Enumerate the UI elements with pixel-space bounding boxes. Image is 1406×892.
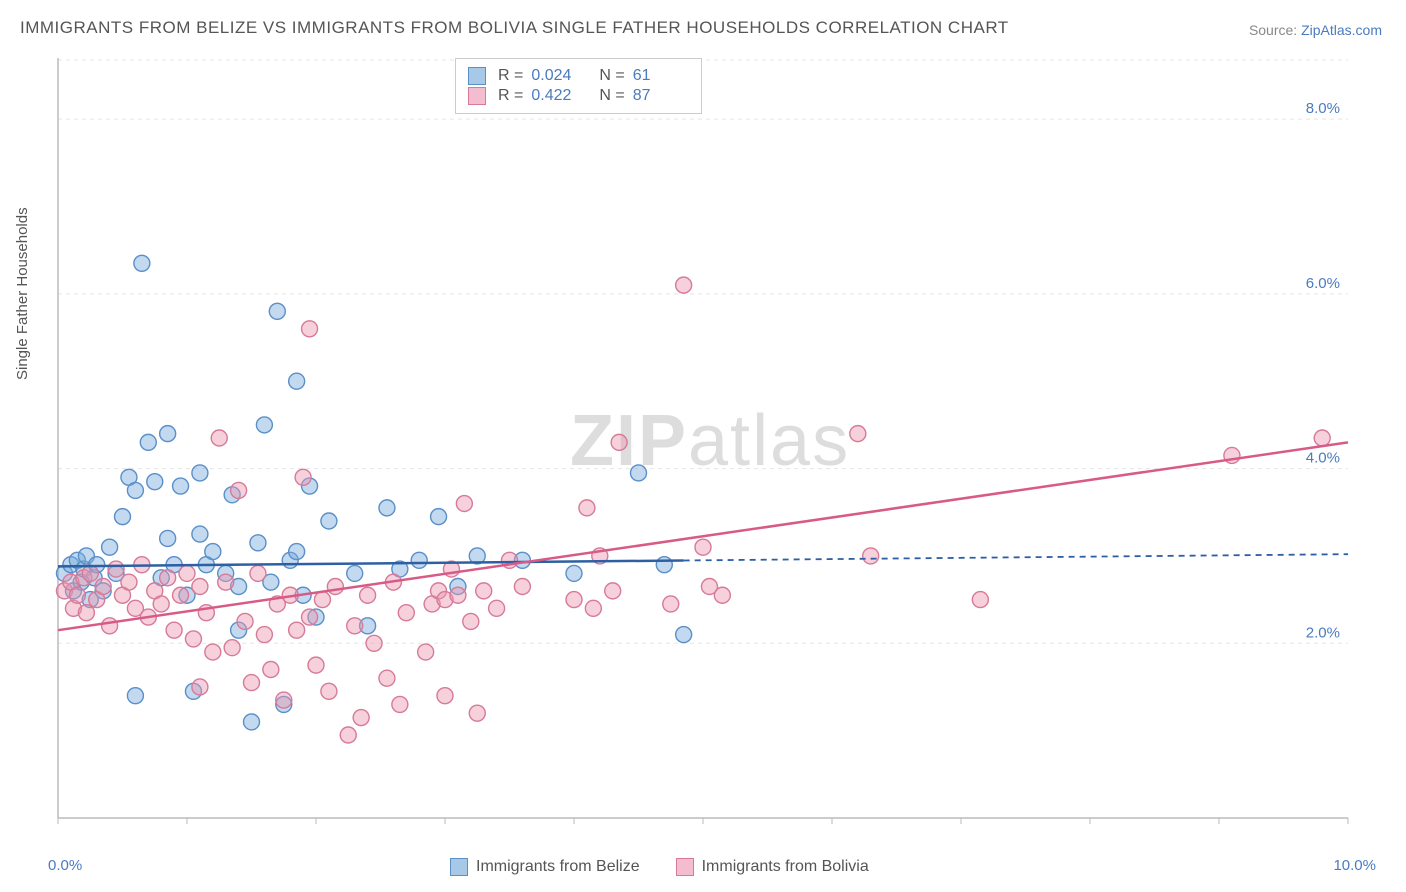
legend-stats-row: R = 0.422 N = 87: [468, 87, 689, 105]
scatter-chart: 2.0% 4.0% 6.0% 8.0%: [50, 50, 1350, 830]
swatch-icon: [676, 858, 694, 876]
legend-stats: R = 0.024 N = 61 R = 0.422 N = 87: [455, 58, 702, 114]
svg-text:2.0%: 2.0%: [1306, 624, 1340, 641]
legend-label: Immigrants from Bolivia: [702, 858, 869, 876]
chart-title: IMMIGRANTS FROM BELIZE VS IMMIGRANTS FRO…: [20, 18, 1009, 38]
y-axis-label: Single Father Households: [14, 207, 31, 380]
swatch-icon: [450, 858, 468, 876]
source-link[interactable]: ZipAtlas.com: [1301, 22, 1382, 38]
swatch-icon: [468, 67, 486, 85]
source-label: Source:: [1249, 22, 1301, 38]
stat-value: 0.422: [531, 87, 587, 105]
stat-label: N =: [599, 67, 624, 85]
legend-stats-row: R = 0.024 N = 61: [468, 67, 689, 85]
legend-item: Immigrants from Belize: [450, 858, 640, 876]
svg-text:8.0%: 8.0%: [1306, 100, 1340, 117]
chart-area: 2.0% 4.0% 6.0% 8.0%: [50, 50, 1350, 830]
legend-label: Immigrants from Belize: [476, 858, 640, 876]
stat-label: R =: [498, 87, 523, 105]
stat-value: 61: [633, 67, 689, 85]
stat-label: R =: [498, 67, 523, 85]
source-attribution: Source: ZipAtlas.com: [1249, 22, 1382, 38]
stat-label: N =: [599, 87, 624, 105]
legend-item: Immigrants from Bolivia: [676, 858, 869, 876]
swatch-icon: [468, 87, 486, 105]
svg-text:6.0%: 6.0%: [1306, 275, 1340, 292]
legend-series: Immigrants from Belize Immigrants from B…: [450, 858, 869, 876]
svg-text:4.0%: 4.0%: [1306, 450, 1340, 467]
stat-value: 87: [633, 87, 689, 105]
stat-value: 0.024: [531, 67, 587, 85]
x-tick-label: 0.0%: [48, 857, 82, 874]
x-tick-label: 10.0%: [1333, 857, 1376, 874]
